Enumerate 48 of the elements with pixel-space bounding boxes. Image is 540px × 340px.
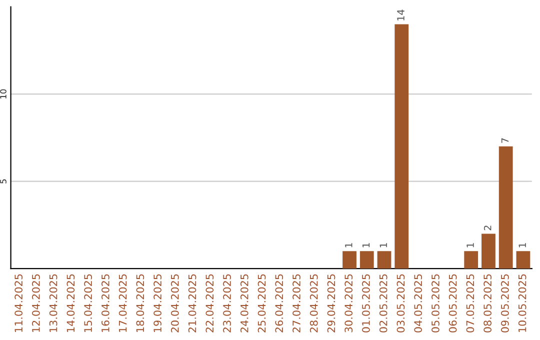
x-tick-label: 16.04.2025 xyxy=(101,274,110,332)
data-label: 1 xyxy=(466,243,474,248)
x-tick-label: 22.04.2025 xyxy=(206,274,214,332)
x-tick-label: 27.04.2025 xyxy=(292,274,300,332)
x-tick-label: 23.04.2025 xyxy=(223,274,231,332)
x-tick-label: 14.04.2025 xyxy=(66,274,75,332)
x-tick-label: 05.05.2025 xyxy=(432,274,440,332)
bar xyxy=(377,251,392,269)
x-tick-label: 21.04.2025 xyxy=(188,274,196,332)
y-tick-label: 5 xyxy=(0,179,6,184)
bar xyxy=(464,251,478,269)
bar xyxy=(482,234,496,269)
x-tick-label: 17.04.2025 xyxy=(118,274,127,332)
data-label: 1 xyxy=(518,243,526,248)
x-tick-label: 12.04.2025 xyxy=(32,274,40,332)
x-tick-label: 18.04.2025 xyxy=(136,274,144,332)
data-label: 1 xyxy=(380,243,387,248)
data-label: 7 xyxy=(501,138,509,143)
x-tick-label: 03.05.2025 xyxy=(396,274,405,332)
x-tick-label: 28.04.2025 xyxy=(310,274,318,332)
bar xyxy=(394,24,409,269)
x-tick-label: 09.05.2025 xyxy=(500,274,509,332)
data-label: 1 xyxy=(345,243,352,248)
x-tick-label: 06.05.2025 xyxy=(448,274,457,332)
data-label: 14 xyxy=(397,10,404,20)
x-tick-label: 20.04.2025 xyxy=(170,274,179,332)
x-tick-label: 01.05.2025 xyxy=(362,274,370,332)
bar xyxy=(360,251,374,269)
x-tick-label: 19.04.2025 xyxy=(154,274,162,332)
x-tick-label: 04.05.2025 xyxy=(414,274,422,332)
x-tick-label: 29.04.2025 xyxy=(327,274,336,332)
x-tick-label: 25.04.2025 xyxy=(258,274,266,332)
x-tick-label: 10.05.2025 xyxy=(518,274,526,332)
x-tick-label: 11.04.2025 xyxy=(14,274,23,332)
data-label: 2 xyxy=(484,226,492,230)
y-tick-label: 10 xyxy=(0,89,6,98)
x-tick-label: 07.05.2025 xyxy=(466,274,474,332)
x-tick-label: 26.04.2025 xyxy=(275,274,284,332)
bar xyxy=(516,251,530,269)
x-tick-label: 02.05.2025 xyxy=(379,274,388,332)
x-tick-label: 13.04.2025 xyxy=(49,274,58,332)
bar xyxy=(498,146,513,269)
x-tick-label: 15.04.2025 xyxy=(84,274,92,332)
x-tick-label: 24.04.2025 xyxy=(240,274,248,332)
data-label: 1 xyxy=(362,243,370,248)
x-tick-label: 30.04.2025 xyxy=(344,274,353,332)
x-tick-label: 08.05.2025 xyxy=(484,274,492,332)
bar xyxy=(342,251,356,269)
